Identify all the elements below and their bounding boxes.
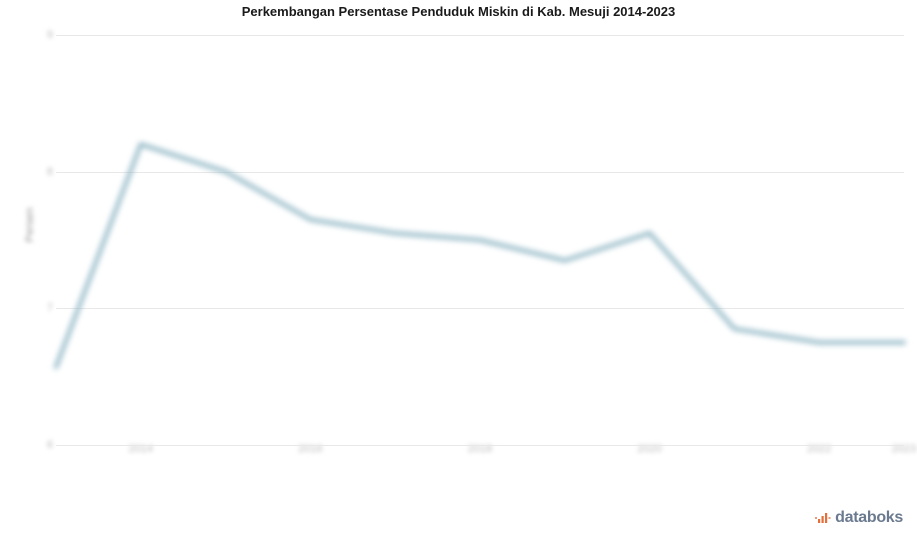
series-line <box>56 144 904 367</box>
y-tick-label: 9 <box>33 29 53 41</box>
watermark: databoks <box>815 509 903 527</box>
databoks-logo-icon <box>815 510 831 526</box>
grid-line <box>56 445 904 446</box>
watermark-text: databoks <box>835 509 903 527</box>
y-axis-label: Persen <box>24 208 36 243</box>
chart-plot-area <box>56 35 904 445</box>
y-tick-label: 7 <box>33 302 53 314</box>
y-tick-label: 6 <box>33 439 53 451</box>
chart-title: Perkembangan Persentase Penduduk Miskin … <box>0 4 917 19</box>
y-tick-label: 8 <box>33 166 53 178</box>
chart-container: Perkembangan Persentase Penduduk Miskin … <box>0 0 917 547</box>
line-plot-svg <box>56 35 904 445</box>
